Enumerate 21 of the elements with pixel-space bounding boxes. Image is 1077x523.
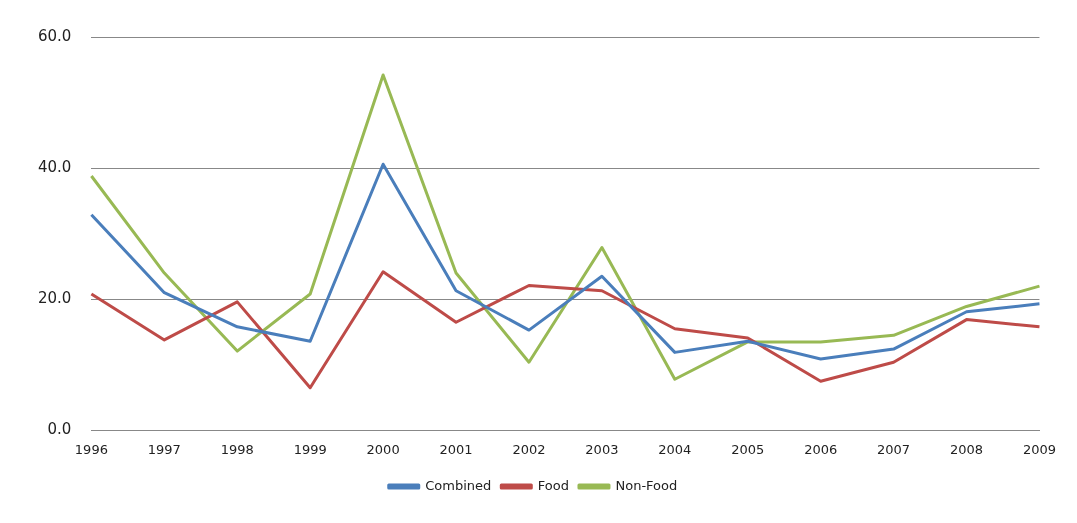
y-tick-label: 20.0	[37, 289, 72, 308]
legend-label: Non-Food	[615, 477, 678, 493]
x-tick-label: 2002	[512, 441, 546, 457]
x-tick-label: 2009	[1022, 441, 1056, 457]
x-tick-label: 1999	[293, 441, 327, 457]
y-tick-label: 60.0	[37, 26, 72, 45]
x-tick-label: 1998	[220, 441, 254, 457]
x-tick-label: 1997	[147, 441, 181, 457]
x-tick-label: 2000	[366, 441, 400, 457]
x-tick-label: 2003	[585, 441, 619, 457]
x-tick-label: 1996	[74, 441, 108, 457]
x-tick-label: 2004	[658, 441, 692, 457]
legend-label: Combined	[425, 477, 492, 493]
legend-label: Food	[537, 477, 569, 493]
x-tick-label: 2001	[439, 441, 473, 457]
x-tick-label: 2007	[877, 441, 911, 457]
x-tick-label: 2008	[949, 441, 984, 457]
x-tick-label: 2005	[731, 441, 765, 457]
x-tick-label: 2006	[804, 441, 838, 457]
y-tick-label: 40.0	[37, 158, 72, 177]
y-tick-label: 0.0	[47, 420, 72, 439]
